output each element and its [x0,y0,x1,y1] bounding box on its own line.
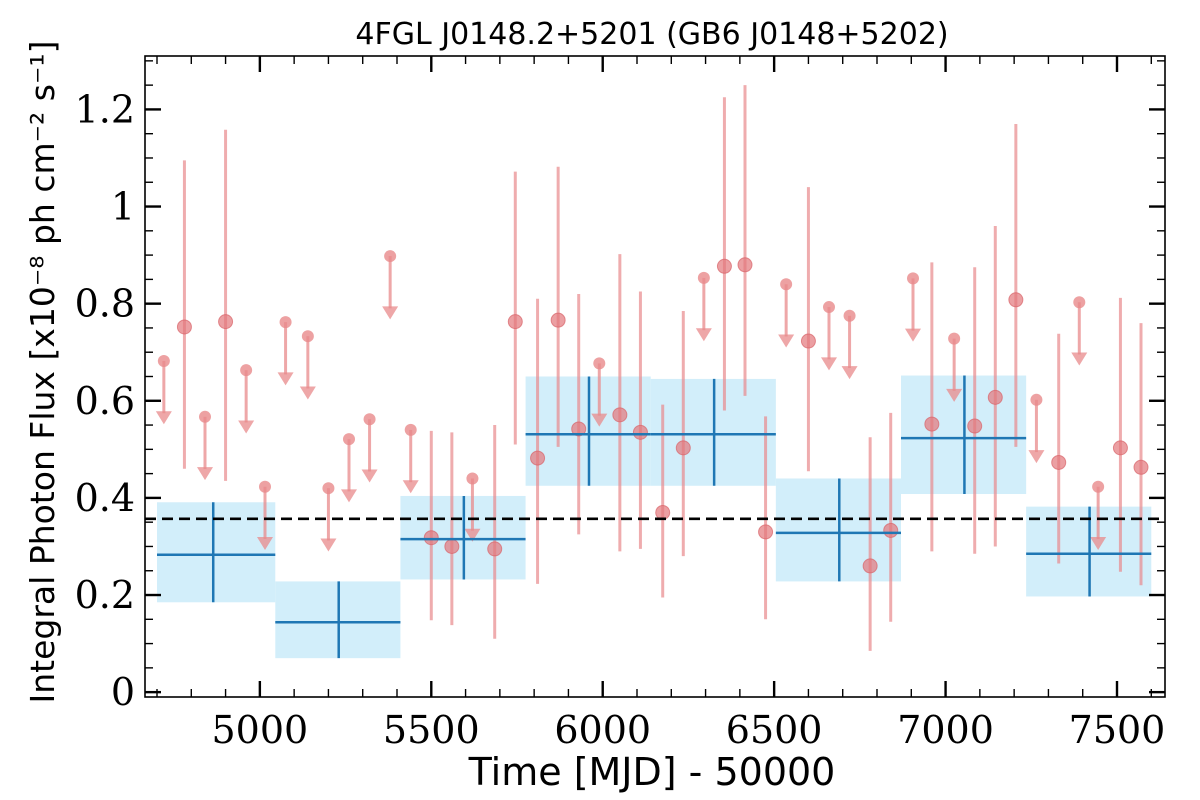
upper-limit-point [780,278,793,291]
short-bin-point [1008,292,1024,308]
upper-limit-point [404,423,417,436]
x-tick-label: 6000 [554,708,651,752]
upper-limit-arrowhead [1028,450,1045,464]
short-bin-point [571,421,587,437]
upper-limit-point [843,309,856,322]
short-bin-point [176,319,192,335]
short-bin-point [632,424,648,440]
short-bin-point [737,257,753,273]
upper-limit-arrowhead [1090,537,1107,551]
upper-limit-point [301,330,314,343]
x-tick-label: 6500 [726,708,823,752]
upper-limit-arrowhead [821,357,837,371]
upper-limit-arrowhead [341,489,357,503]
y-tick-label: 1 [111,185,135,229]
long-bin-bands [157,375,1152,659]
short-bin-point [444,538,460,554]
upper-limit-arrowhead [1071,352,1088,366]
upper-limit-arrowhead [197,467,213,481]
short-bin-point [507,314,523,330]
short-bin-series [155,85,1149,651]
upper-limit-arrowhead [464,528,481,542]
y-tick-label: 0.6 [75,379,135,423]
short-bin-point [758,524,774,540]
short-bin-point [1051,454,1067,470]
upper-limit-point [948,332,961,345]
upper-limit-arrowhead [299,386,316,400]
upper-limit-point [697,271,710,284]
y-tick-label: 0.4 [75,476,135,520]
upper-limit-arrowhead [695,328,712,342]
x-tick-label: 7500 [1069,708,1166,752]
short-bin-point [530,450,546,466]
x-tick-label: 5500 [383,708,480,752]
upper-limit-arrowhead [155,411,172,425]
short-bin-point [612,407,628,423]
upper-limit-point [384,250,397,263]
upper-limit-arrowhead [905,328,921,342]
x-tick-label: 5000 [211,708,308,752]
y-tick-label: 0 [111,670,135,714]
short-bin-point [550,312,566,328]
upper-limit-point [363,413,376,426]
upper-limit-point [199,410,211,423]
upper-limit-arrowhead [257,537,273,551]
long-bin-series [157,375,1152,659]
upper-limit-point [1092,480,1105,493]
upper-limit-point [279,316,292,329]
upper-limit-arrowhead [946,388,963,402]
short-bin-point [675,440,691,456]
upper-limit-arrowhead [402,480,419,494]
upper-limit-point [593,357,606,370]
short-bin-point [1112,440,1128,456]
short-bin-point [716,258,732,274]
axes: 5000 5500 6000 6500 7000 7500 0 0.2 0.4 0.6 0.8 1 1.… [75,55,1166,752]
upper-limit-point [240,364,253,377]
upper-limit-arrowhead [382,306,399,320]
short-bin-point [487,541,503,557]
upper-limit-arrowhead [238,420,255,434]
short-bin-point [924,416,940,432]
x-tick-label: 7000 [897,708,994,752]
short-bin-point [655,504,671,520]
upper-limit-point [823,301,835,314]
x-axis-label: Time [MJD] - 50000 [468,750,836,794]
upper-limit-arrowhead [320,538,337,552]
short-bin-point [967,418,983,434]
upper-limit-point [1073,296,1086,309]
y-tick-label: 0.8 [75,282,135,326]
short-bin-point [987,389,1003,405]
short-bin-point [800,333,816,349]
upper-limit-arrowhead [277,372,294,386]
upper-limit-point [1030,393,1043,406]
upper-limit-point [343,433,355,446]
upper-limit-arrowhead [778,334,795,348]
upper-limit-point [907,272,919,285]
upper-limit-arrowhead [591,413,608,427]
upper-limit-point [466,472,479,485]
short-bin-point [862,558,878,574]
long-bin-band [157,502,276,603]
upper-limit-arrowhead [841,366,858,380]
short-bin-point [883,522,899,538]
chart-title: 4FGL J0148.2+5201 (GB6 J0148+5202) [355,17,948,52]
short-bin-point [1133,459,1149,475]
short-bin-point [423,530,439,546]
y-tick-label: 1.2 [75,87,135,131]
y-tick-label: 0.2 [75,573,135,617]
upper-limit-point [259,480,271,493]
short-bin-point [218,314,234,330]
upper-limit-point [322,482,335,495]
y-axis-label: Integral Photon Flux [x10⁻⁸ ph cm⁻² s⁻¹] [23,41,62,704]
upper-limit-arrowhead [361,469,378,483]
upper-limit-point [157,354,170,367]
